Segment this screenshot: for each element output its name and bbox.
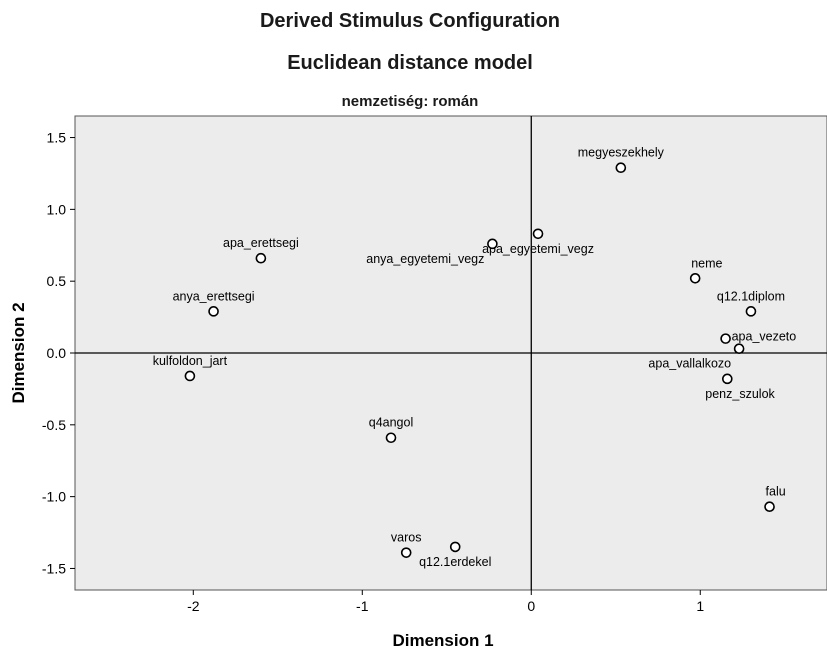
y-tick-label: 0.0 bbox=[47, 345, 67, 361]
point-label: kulfoldon_jart bbox=[153, 354, 228, 368]
data-point bbox=[385, 432, 397, 444]
panel-title: nemzetiség: román bbox=[342, 93, 479, 110]
data-point bbox=[689, 273, 701, 284]
x-tick-label: 0 bbox=[527, 598, 535, 614]
y-tick-label: 1.0 bbox=[47, 201, 67, 217]
point-label: varos bbox=[391, 531, 422, 545]
x-axis: -2 -1 0 1 bbox=[187, 590, 704, 614]
point-label: q12.1erdekel bbox=[419, 555, 491, 569]
data-point bbox=[449, 541, 461, 553]
data-point bbox=[721, 373, 733, 385]
reference-lines bbox=[75, 116, 827, 590]
y-tick-label: -1.5 bbox=[42, 560, 66, 576]
chart-subtitle: Euclidean distance model bbox=[287, 52, 533, 74]
data-point bbox=[733, 343, 745, 354]
data-point bbox=[764, 501, 775, 512]
x-axis-label: Dimension 1 bbox=[392, 631, 493, 650]
point-label: apa_vallalkozo bbox=[648, 357, 731, 371]
y-axis-label: Dimension 2 bbox=[9, 302, 28, 403]
point-label: anya_erettsegi bbox=[173, 289, 255, 303]
y-tick-label: 1.5 bbox=[47, 130, 67, 146]
data-point bbox=[400, 547, 412, 558]
chart-title: Derived Stimulus Configuration bbox=[260, 10, 560, 32]
y-tick-label: -0.5 bbox=[42, 417, 66, 433]
data-point bbox=[255, 252, 267, 264]
data-point bbox=[745, 306, 757, 317]
x-tick-label: -1 bbox=[356, 598, 369, 614]
data-point bbox=[720, 333, 731, 344]
point-label: apa_egyetemi_vegz bbox=[482, 242, 594, 256]
point-label: q12.1diplom bbox=[717, 289, 785, 303]
data-point bbox=[208, 306, 219, 317]
y-axis: 1.5 1.0 0.5 0.0 -0.5 -1.0 -1.5 bbox=[42, 130, 75, 576]
point-label: apa_vezeto bbox=[732, 330, 797, 344]
point-label: anya_egyetemi_vegz bbox=[366, 252, 484, 266]
point-label: penz_szulok bbox=[705, 387, 775, 401]
point-label: apa_erettsegi bbox=[223, 236, 299, 250]
data-points: megyeszekhely apa_egyetemi_vegzanya_egyet… bbox=[153, 146, 797, 569]
data-point bbox=[532, 228, 544, 240]
point-label: q4angol bbox=[369, 416, 414, 430]
data-point bbox=[487, 238, 498, 250]
y-tick-label: 0.5 bbox=[47, 273, 67, 289]
point-label: falu bbox=[766, 485, 786, 499]
x-tick-label: 1 bbox=[696, 598, 704, 614]
x-tick-label: -2 bbox=[187, 598, 200, 614]
point-label: megyeszekhely bbox=[578, 146, 665, 160]
point-label: neme bbox=[691, 256, 722, 270]
data-point bbox=[615, 162, 627, 174]
y-tick-label: -1.0 bbox=[42, 489, 66, 505]
data-point bbox=[184, 370, 196, 382]
